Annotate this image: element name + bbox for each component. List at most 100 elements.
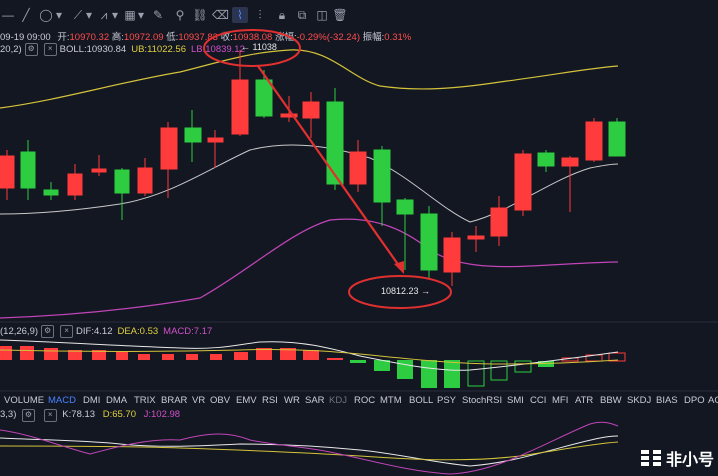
close-icon[interactable]: × — [43, 43, 57, 56]
tab-dmi[interactable]: DMI — [83, 395, 101, 406]
settings-icon[interactable]: ⚙ — [41, 325, 55, 338]
j-label: J: — [143, 409, 152, 420]
open-label: 开: — [57, 32, 70, 43]
change-label: 涨幅: — [274, 32, 297, 43]
close-label: 收: — [220, 32, 233, 43]
tab-smi[interactable]: SMI — [507, 395, 524, 406]
drawing-toolbar: — ╱ ◯ ▾ ⟋ ▾ ⩘ ▾ ▦ ▾ ✎ ⚲ ⛓ ⌫ ⌇ ⫶ 🔒︎ ⧉ ◫ 🗑… — [0, 0, 718, 30]
brush-icon[interactable]: ✎ — [152, 8, 164, 22]
ohlc-readout: 09-19 09:00 开:10970.32 高:10972.09 低:1093… — [0, 29, 411, 43]
tab-dpo[interactable]: DPO — [684, 395, 705, 406]
tab-cci[interactable]: CCI — [530, 395, 547, 406]
low-value: 10937.83 — [178, 32, 218, 43]
tab-bbw[interactable]: BBW — [600, 395, 622, 406]
tab-roc[interactable]: ROC — [354, 395, 376, 406]
tab-mfi[interactable]: MFI — [552, 395, 569, 406]
high-price-marker: ← 11038 — [241, 42, 277, 52]
kdj-legend: 3,3) ⚙ × K:78.13 D:65.70 J:102.98 — [0, 409, 180, 422]
tab-emv[interactable]: EMV — [236, 395, 257, 406]
candle — [20, 140, 36, 200]
tab-mtm[interactable]: MTM — [380, 395, 402, 406]
ruler-icon[interactable]: ⚲ — [175, 8, 185, 22]
candle — [160, 122, 178, 198]
tab-sar[interactable]: SAR — [305, 395, 325, 406]
lb-value: 10839.12 — [205, 44, 245, 55]
tab-wr[interactable]: WR — [284, 395, 300, 406]
boll-legend: 20,2) ⚙ × BOLL: 10930.84 UB: 11022.56 LB: 1… — [0, 43, 245, 56]
candle — [490, 196, 508, 246]
line-icon[interactable]: ╱ — [22, 8, 30, 22]
chevron-down-icon[interactable]: ▾ — [111, 8, 119, 22]
candle — [585, 118, 603, 162]
tab-atr[interactable]: ATR — [575, 395, 594, 406]
high-label: 高: — [111, 32, 124, 43]
magnet-icon[interactable]: ⌇ — [232, 7, 248, 23]
tab-obv[interactable]: OBV — [210, 395, 231, 406]
trend-line-icon[interactable]: ⟋ — [73, 8, 83, 22]
tab-volume[interactable]: VOLUME — [4, 395, 45, 406]
candle — [443, 232, 461, 286]
settings-icon[interactable]: ⚙ — [24, 43, 38, 56]
tab-ac[interactable]: AC — [708, 395, 718, 406]
link-icon[interactable]: ⛓ — [192, 8, 208, 22]
amplitude-label: 振幅: — [362, 32, 385, 43]
candle — [231, 50, 249, 136]
tab-psy[interactable]: PSY — [437, 395, 457, 406]
tab-bias[interactable]: BIAS — [656, 395, 678, 406]
fib-icon[interactable]: ▦ — [124, 8, 136, 22]
tab-trix[interactable]: TRIX — [134, 395, 156, 406]
boll-lower-band — [0, 218, 619, 319]
dea-label: DEA: — [117, 326, 140, 337]
minus-icon[interactable]: — — [2, 8, 14, 22]
bar-date: 09-19 09:00 — [0, 32, 51, 43]
tab-kdj[interactable]: KDJ — [329, 395, 347, 406]
high-value: 10972.09 — [123, 32, 164, 43]
tab-boll[interactable]: BOLL — [409, 395, 434, 406]
eye-icon[interactable]: ◫ — [316, 8, 328, 22]
open-value: 10970.32 — [69, 32, 110, 43]
kdj-j-line — [0, 421, 619, 475]
kdj-k-line — [0, 435, 619, 467]
circle-icon[interactable]: ◯ — [39, 8, 53, 22]
amplitude-value: 0.31% — [384, 32, 412, 43]
macd-dea-line — [0, 348, 619, 365]
tab-skdj[interactable]: SKDJ — [627, 395, 652, 406]
watermark-logo: 非小号 — [640, 446, 714, 470]
copy-icon[interactable]: ⧉ — [297, 8, 307, 22]
indicator-tabs: VOLUME MACD DMI DMA TRIX BRAR VR OBV EMV… — [0, 395, 718, 409]
trend-arrow — [257, 65, 403, 271]
chevron-down-icon[interactable]: ▾ — [55, 8, 63, 22]
lb-label: LB: — [190, 44, 206, 55]
boll-params: 20,2) — [0, 44, 22, 55]
high-annotation-ellipse — [203, 29, 301, 67]
levels-icon[interactable]: ⫶ — [258, 8, 262, 22]
measure-icon[interactable]: ⩘ — [100, 8, 108, 22]
tab-dma[interactable]: DMA — [106, 395, 128, 406]
tab-rsi[interactable]: RSI — [262, 395, 278, 406]
macd-label: MACD: — [163, 326, 194, 337]
close-icon[interactable]: × — [60, 325, 74, 338]
chevron-down-icon[interactable]: ▾ — [85, 8, 93, 22]
tab-brar[interactable]: BRAR — [161, 395, 188, 406]
candle — [137, 158, 153, 196]
dif-value: 4.12 — [93, 326, 113, 337]
candle — [561, 156, 579, 212]
close-icon[interactable]: × — [43, 409, 57, 422]
tab-vr[interactable]: VR — [192, 395, 206, 406]
low-label: 低: — [166, 32, 179, 43]
trend-arrow-head — [394, 261, 404, 274]
trash-icon[interactable]: 🗑︎ — [332, 8, 348, 22]
tab-macd[interactable]: MACD — [48, 395, 76, 406]
k-value: 78.13 — [71, 409, 96, 420]
macd-legend: (12,26,9) ⚙ × DIF: 4.12 DEA: 0.53 MACD: 7.1… — [0, 325, 212, 338]
chevron-down-icon[interactable]: ▾ — [137, 8, 145, 22]
settings-icon[interactable]: ⚙ — [22, 409, 36, 422]
candle — [608, 118, 626, 157]
eraser-icon[interactable]: ⌫ — [212, 8, 229, 22]
tab-stochrsi[interactable]: StochRSI — [462, 395, 503, 406]
candle — [537, 150, 555, 172]
candle — [67, 164, 83, 200]
candle — [349, 140, 367, 192]
lock-icon[interactable]: 🔒︎ — [278, 8, 286, 22]
